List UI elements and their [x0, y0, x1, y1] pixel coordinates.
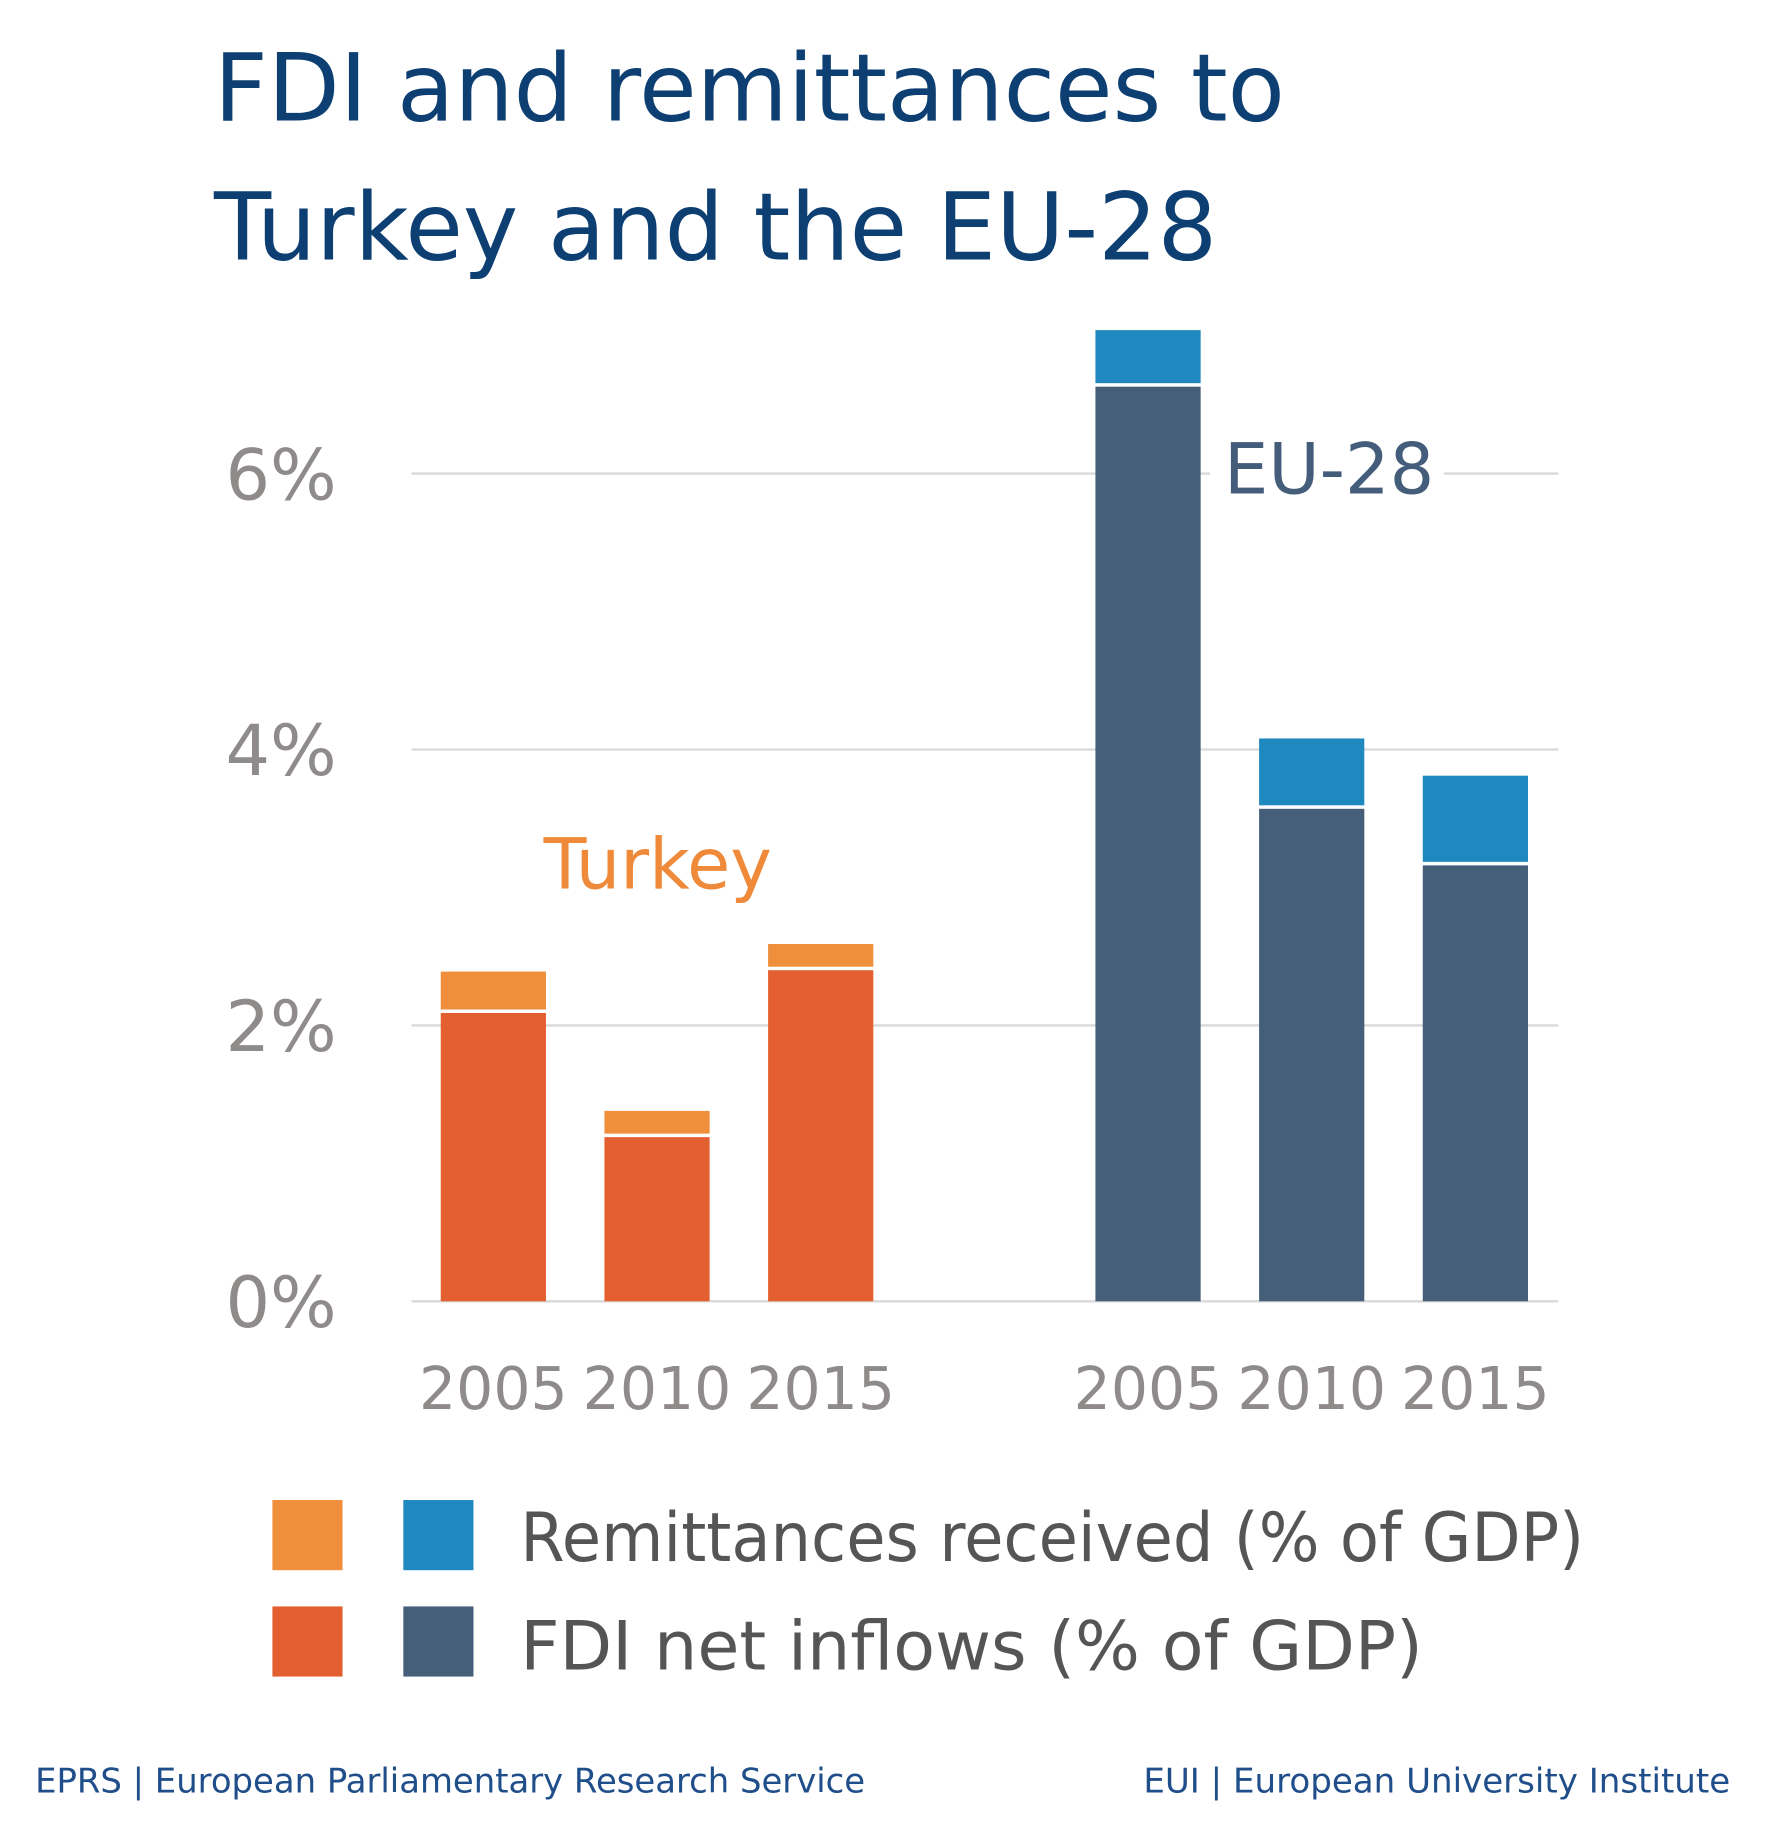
bars	[440, 330, 1528, 1302]
chart-title-line-2: Turkey and the EU-28	[213, 174, 1217, 283]
x-tick-label: 2010	[1237, 1355, 1386, 1423]
bar-eu-28-fdi-2005	[1095, 386, 1201, 1302]
legend-swatch-turkey-remittances	[272, 1500, 343, 1571]
y-tick-label: 4%	[225, 710, 336, 792]
x-tick-label: 2005	[1074, 1355, 1223, 1423]
bar-eu-28-fdi-2010	[1259, 808, 1365, 1302]
footer-left: EPRS | European Parliamentary Research S…	[35, 1761, 865, 1800]
bar-turkey-remittances-2005	[440, 971, 546, 1010]
x-tick-label: 2015	[1401, 1355, 1550, 1423]
x-tick-label: 2005	[419, 1355, 568, 1423]
bar-turkey-fdi-2015	[768, 970, 874, 1302]
y-tick-label: 2%	[225, 986, 336, 1068]
bar-eu-28-remittances-2010	[1259, 738, 1365, 806]
legend-swatch-eu-fdi	[403, 1606, 474, 1677]
series-label-turkey: Turkey	[543, 824, 772, 906]
footer-right: EUI | European University Institute	[1143, 1761, 1730, 1800]
chart-title-line-1: FDI and remittances to	[214, 35, 1285, 144]
legend-swatch-turkey-fdi	[272, 1606, 343, 1677]
legend-remittances: Remittances received (% of GDP)	[520, 1498, 1584, 1577]
y-tick-label: 0%	[225, 1262, 336, 1344]
bar-turkey-remittances-2010	[604, 1110, 710, 1134]
x-axis-ticks: 2005 2010 2015 2005 2010 2015	[419, 1355, 1550, 1423]
x-tick-label: 2010	[583, 1355, 732, 1423]
y-axis-ticks: 0% 2% 4% 6%	[225, 434, 336, 1344]
x-tick-label: 2015	[746, 1355, 895, 1423]
legend-fdi: FDI net inflows (% of GDP)	[520, 1607, 1423, 1686]
bar-turkey-fdi-2005	[440, 1012, 546, 1302]
y-tick-label: 6%	[225, 434, 336, 516]
bar-turkey-fdi-2010	[604, 1137, 710, 1302]
bar-eu-28-fdi-2015	[1422, 865, 1528, 1302]
bar-eu-28-remittances-2005	[1095, 330, 1201, 384]
bar-eu-28-remittances-2015	[1422, 775, 1528, 862]
bar-turkey-remittances-2015	[768, 944, 874, 967]
legend-swatch-eu-remittances	[403, 1500, 474, 1571]
legend: Remittances received (% of GDP) FDI net …	[272, 1498, 1584, 1686]
series-label-eu28: EU-28	[1224, 428, 1434, 510]
